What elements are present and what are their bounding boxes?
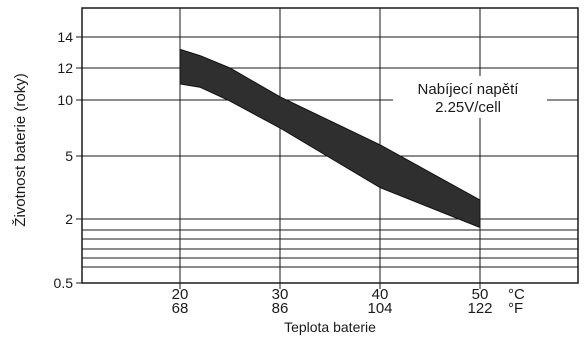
annotation-background: [393, 76, 547, 118]
y-tick-label: 12: [57, 60, 73, 76]
y-tick-label: 5: [65, 148, 73, 164]
y-tick-label: 10: [57, 92, 73, 108]
x-tick-label-fahrenheit: 104: [367, 300, 392, 317]
x-tick-label-fahrenheit: 122: [467, 300, 492, 317]
x-tick-label-celsius: 40: [372, 286, 389, 303]
y-tick-label: 2: [65, 211, 73, 227]
battery-life-band: [179, 48, 481, 229]
x-axis-title: Teplota baterie: [284, 319, 376, 335]
y-tick-label: 0.5: [54, 275, 74, 291]
y-axis-title: Životnost baterie (roky): [12, 73, 29, 226]
annotation-line-1: Nabíjecí napětí: [418, 81, 520, 98]
annotation-line-2: 2.25V/cell: [435, 99, 501, 116]
x-tick-label-fahrenheit: 68: [172, 300, 189, 317]
plot-frame: [81, 7, 579, 284]
x-unit-celsius: °C: [508, 286, 525, 303]
x-tick-label-celsius: 50: [472, 286, 489, 303]
x-tick-label-celsius: 30: [272, 286, 289, 303]
x-tick-label-fahrenheit: 86: [272, 300, 289, 317]
x-tick-label-celsius: 20: [172, 286, 189, 303]
x-unit-fahrenheit: °F: [508, 300, 523, 317]
y-tick-label: 14: [57, 29, 73, 45]
